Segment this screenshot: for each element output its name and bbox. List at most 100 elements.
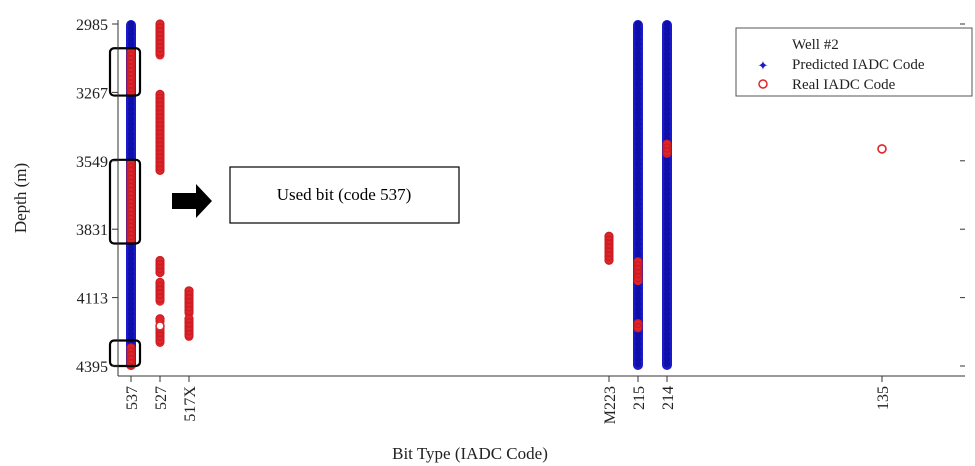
- predicted-point: [127, 120, 135, 128]
- predicted-point: [127, 330, 135, 338]
- predicted-point: [634, 125, 642, 133]
- predicted-point: [127, 315, 135, 323]
- legend-real-label: Real IADC Code: [792, 77, 896, 93]
- real-point: [155, 289, 165, 299]
- predicted-point: [663, 285, 671, 293]
- predicted-point: [634, 350, 642, 358]
- predicted-point: [663, 310, 671, 318]
- predicted-point: [634, 285, 642, 293]
- predicted-point: [127, 145, 135, 153]
- real-point: [604, 255, 614, 265]
- predicted-point: [634, 160, 642, 168]
- predicted-point: [663, 275, 671, 283]
- legend-predicted-marker: ✦: [758, 58, 769, 73]
- predicted-point: [127, 285, 135, 293]
- predicted-point: [127, 135, 135, 143]
- predicted-point: [663, 120, 671, 128]
- predicted-point: [127, 20, 135, 28]
- predicted-point: [663, 65, 671, 73]
- real-point: [184, 330, 194, 340]
- predicted-point: [634, 135, 642, 143]
- predicted-point: [634, 85, 642, 93]
- predicted-point: [634, 360, 642, 368]
- annotation-text: Used bit (code 537): [277, 185, 412, 204]
- predicted-point: [663, 225, 671, 233]
- predicted-point: [127, 115, 135, 123]
- x-tick-label: 527: [153, 386, 170, 410]
- axes: [117, 20, 965, 377]
- predicted-point: [634, 335, 642, 343]
- predicted-point: [127, 310, 135, 318]
- annotation-arrow: [172, 184, 212, 218]
- predicted-point: [634, 30, 642, 38]
- predicted-point: [634, 100, 642, 108]
- predicted-point: [634, 330, 642, 338]
- predicted-point: [634, 190, 642, 198]
- real-point: [155, 293, 165, 303]
- predicted-point: [663, 190, 671, 198]
- predicted-point: [634, 220, 642, 228]
- predicted-point: [634, 80, 642, 88]
- predicted-point: [634, 60, 642, 68]
- predicted-point: [663, 95, 671, 103]
- predicted-point: [634, 240, 642, 248]
- y-axis-label: Depth (m): [11, 163, 30, 233]
- predicted-point: [634, 120, 642, 128]
- predicted-point: [663, 130, 671, 138]
- predicted-point: [634, 180, 642, 188]
- predicted-point: [663, 115, 671, 123]
- predicted-point: [127, 140, 135, 148]
- real-point: [126, 83, 136, 93]
- predicted-point: [127, 270, 135, 278]
- predicted-point: [663, 265, 671, 273]
- predicted-point: [663, 40, 671, 48]
- real-point: [126, 359, 136, 369]
- predicted-point: [663, 85, 671, 93]
- predicted-point: [663, 20, 671, 28]
- legend-box: [735, 27, 973, 97]
- legend: Well #2 ✦ Predicted IADC Code Real IADC …: [735, 27, 973, 97]
- real-point: [155, 331, 165, 342]
- predicted-point: [663, 300, 671, 308]
- real-point: [184, 326, 194, 336]
- predicted-point: [663, 230, 671, 238]
- highlight-box: [108, 339, 142, 368]
- predicted-point: [663, 280, 671, 288]
- predicted-point: [663, 90, 671, 98]
- annotation-box: [229, 166, 460, 224]
- predicted-point: [663, 270, 671, 278]
- predicted-point: [663, 355, 671, 363]
- predicted-point: [634, 20, 642, 28]
- predicted-point: [663, 240, 671, 248]
- predicted-point: [663, 330, 671, 338]
- predicted-point: [663, 165, 671, 173]
- predicted-point: [127, 100, 135, 108]
- predicted-point: [634, 340, 642, 348]
- real-point: [604, 251, 614, 261]
- predicted-point: [127, 305, 135, 313]
- predicted-point: [663, 170, 671, 178]
- predicted-point: [663, 245, 671, 253]
- predicted-point: [634, 170, 642, 178]
- real-point: [633, 269, 643, 279]
- highlight-box: [108, 158, 142, 245]
- x-tick-label: 215: [631, 386, 648, 410]
- predicted-point: [634, 50, 642, 58]
- predicted-point: [663, 320, 671, 328]
- predicted-point: [663, 70, 671, 78]
- predicted-point: [634, 250, 642, 258]
- predicted-point: [634, 145, 642, 153]
- predicted-point: [634, 70, 642, 78]
- legend-title: Well #2: [792, 37, 839, 53]
- predicted-point: [634, 115, 642, 123]
- predicted-point: [663, 110, 671, 118]
- predicted-point: [663, 255, 671, 263]
- predicted-point: [663, 210, 671, 218]
- predicted-point: [663, 180, 671, 188]
- predicted-point: [663, 290, 671, 298]
- predicted-point: [663, 200, 671, 208]
- real-series-segment: [633, 319, 643, 333]
- predicted-point: [127, 30, 135, 38]
- predicted-point: [663, 35, 671, 43]
- y-tick-label: 4395: [76, 359, 108, 376]
